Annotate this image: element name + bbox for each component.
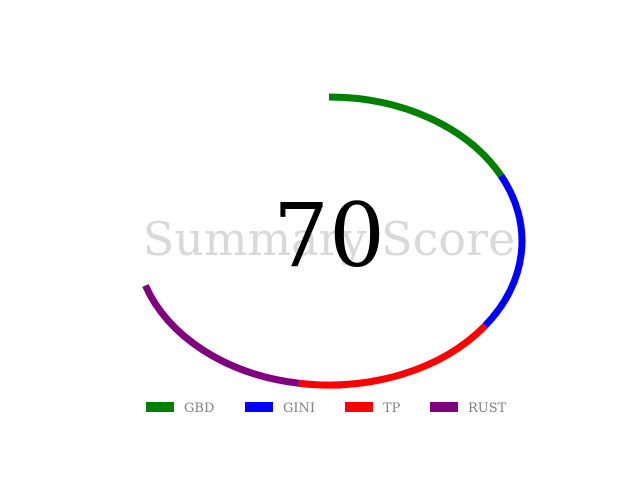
score-value: 70 — [273, 184, 385, 287]
legend-swatch-tp — [345, 402, 373, 412]
legend-label-gbd: GBD — [184, 401, 214, 416]
legend-label-gini: GINI — [283, 401, 315, 416]
legend-swatch-gini — [245, 402, 273, 412]
gauge-segment-tp — [298, 323, 488, 389]
legend-swatch-rust — [430, 402, 458, 412]
gauge-segment-gini — [482, 173, 526, 329]
legend-item-tp: TP — [345, 401, 401, 416]
legend-label-rust: RUST — [468, 401, 507, 416]
gauge-segment-rust — [142, 284, 300, 387]
legend: GBD GINI TP RUST — [146, 401, 507, 416]
gauge-arcs — [142, 93, 526, 389]
legend-item-gini: GINI — [245, 401, 315, 416]
gauge-segment-gbd — [328, 93, 504, 178]
legend-swatch-gbd — [146, 402, 174, 412]
legend-item-gbd: GBD — [146, 401, 214, 416]
legend-item-rust: RUST — [430, 401, 507, 416]
chart-title-watermark: Summary Score — [143, 212, 516, 266]
legend-label-tp: TP — [383, 401, 401, 416]
